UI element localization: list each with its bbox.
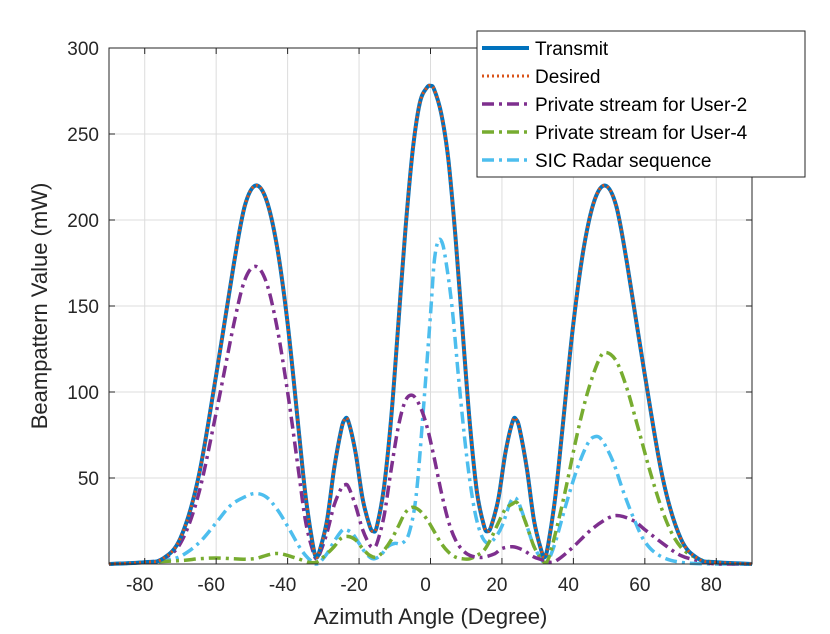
legend-label-2: Desired xyxy=(535,67,600,88)
y-axis-label: Beampattern Value (mW) xyxy=(27,183,52,430)
y-tick-label: 250 xyxy=(67,125,99,146)
y-tick-label: 50 xyxy=(78,469,99,490)
x-tick-label: 60 xyxy=(629,575,650,596)
x-axis-label: Azimuth Angle (Degree) xyxy=(314,604,548,629)
series-line-5 xyxy=(108,237,752,566)
x-tick-label: -40 xyxy=(269,575,296,596)
x-tick-label: -20 xyxy=(340,575,367,596)
series-line-2 xyxy=(108,84,753,566)
legend-label-5: SIC Radar sequence xyxy=(535,151,711,172)
y-tick-label: 200 xyxy=(67,211,99,232)
y-tick-label: 100 xyxy=(67,383,99,404)
y-tick-label: 300 xyxy=(67,39,99,60)
y-tick-label: 150 xyxy=(67,297,99,318)
x-tick-label: 40 xyxy=(558,575,579,596)
y-ticks: 50 100 150 200 250 300 xyxy=(67,39,752,490)
x-ticks: -80 -60 -40 -20 0 20 40 60 80 xyxy=(126,48,722,596)
legend-label-4: Private stream for User-4 xyxy=(535,123,748,144)
x-tick-label: 0 xyxy=(420,575,431,596)
x-tick-label: -60 xyxy=(197,575,224,596)
legend-label-3: Private stream for User-2 xyxy=(535,95,747,116)
x-tick-label: -80 xyxy=(126,575,153,596)
x-tick-label: 80 xyxy=(701,575,722,596)
series-line-4 xyxy=(108,350,753,566)
series-group xyxy=(108,83,753,566)
x-tick-label: 20 xyxy=(486,575,507,596)
legend: Transmit Desired Private stream for User-2… xyxy=(476,30,806,178)
series-line-3 xyxy=(108,264,752,566)
legend-box xyxy=(476,30,806,178)
legend-label-1: Transmit xyxy=(535,39,609,60)
